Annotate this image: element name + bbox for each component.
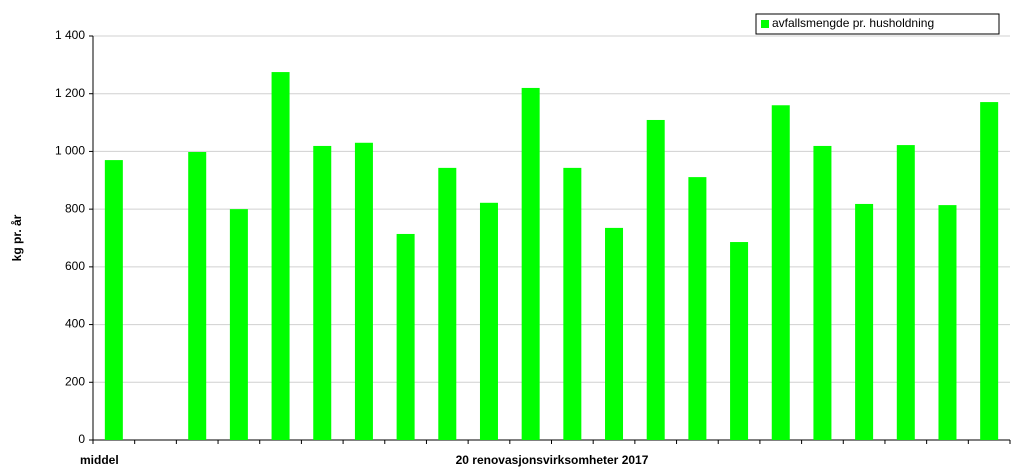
legend-box bbox=[755, 13, 1000, 35]
bar bbox=[271, 72, 290, 441]
bar bbox=[730, 242, 749, 440]
legend-label: avfallsmengde pr. husholdning bbox=[772, 16, 934, 30]
bar bbox=[771, 105, 790, 440]
bar bbox=[396, 233, 415, 440]
bar bbox=[563, 167, 582, 440]
legend-swatch bbox=[761, 20, 769, 28]
bar bbox=[104, 160, 123, 441]
y-tick-label: 1 400 bbox=[55, 28, 85, 42]
bar bbox=[354, 142, 373, 440]
bar bbox=[896, 145, 915, 440]
y-tick-label: 1 200 bbox=[55, 86, 85, 100]
y-tick-label: 400 bbox=[65, 317, 85, 331]
bar bbox=[980, 102, 999, 440]
y-tick-label: 800 bbox=[65, 201, 85, 215]
bar bbox=[479, 202, 498, 440]
bar bbox=[188, 152, 207, 440]
y-tick-label: 0 bbox=[78, 432, 85, 446]
bar bbox=[688, 177, 707, 440]
bar bbox=[855, 203, 874, 440]
bar bbox=[313, 145, 332, 440]
y-axis-label: kg pr. år bbox=[10, 214, 24, 261]
bar bbox=[813, 145, 832, 440]
bar bbox=[646, 119, 665, 440]
bar bbox=[438, 167, 457, 440]
bar bbox=[605, 227, 624, 440]
y-tick-label: 1 000 bbox=[55, 144, 85, 158]
y-tick-label: 600 bbox=[65, 259, 85, 273]
x-tick-label: middel bbox=[80, 453, 119, 467]
x-axis-label: 20 renovasjonsvirksomheter 2017 bbox=[456, 453, 649, 467]
bar bbox=[229, 209, 248, 440]
bar bbox=[521, 87, 540, 440]
y-tick-label: 200 bbox=[65, 374, 85, 388]
bar bbox=[938, 205, 957, 440]
